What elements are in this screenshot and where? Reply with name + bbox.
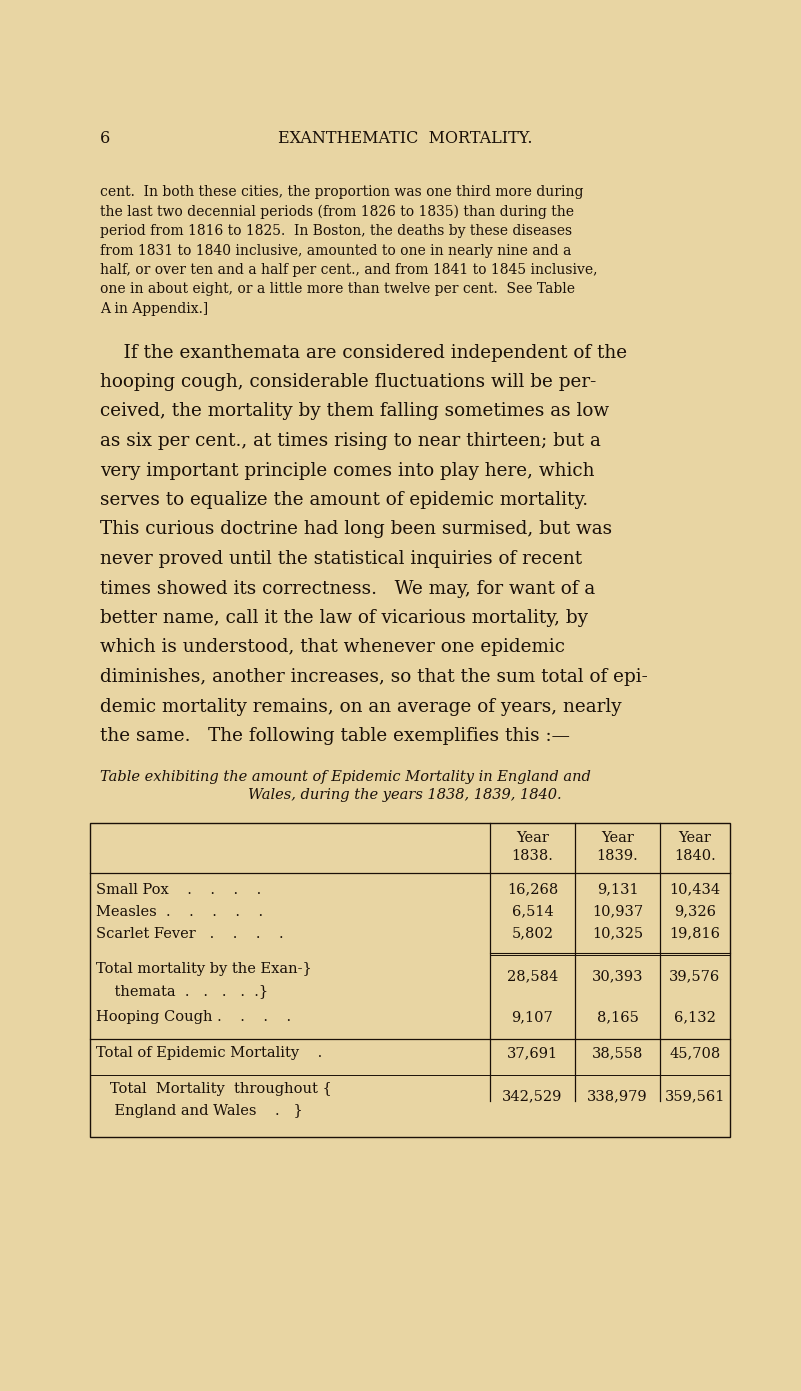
Text: Scarlet Fever   .    .    .    .: Scarlet Fever . . . . xyxy=(96,926,284,940)
Text: Year: Year xyxy=(678,830,711,844)
Text: the same.   The following table exemplifies this :—: the same. The following table exemplifie… xyxy=(100,727,570,746)
Text: period from 1816 to 1825.  In Boston, the deaths by these diseases: period from 1816 to 1825. In Boston, the… xyxy=(100,224,572,238)
Text: 39,576: 39,576 xyxy=(670,970,721,983)
Text: hooping cough, considerable fluctuations will be per-: hooping cough, considerable fluctuations… xyxy=(100,373,596,391)
Text: 28,584: 28,584 xyxy=(507,970,558,983)
Text: 9,131: 9,131 xyxy=(597,882,638,897)
Text: 8,165: 8,165 xyxy=(597,1010,638,1025)
Text: the last two decennial periods (from 1826 to 1835) than during the: the last two decennial periods (from 182… xyxy=(100,204,574,218)
Text: which is understood, that whenever one epidemic: which is understood, that whenever one e… xyxy=(100,638,565,657)
Text: 10,434: 10,434 xyxy=(670,882,721,897)
Text: A in Appendix.]: A in Appendix.] xyxy=(100,302,208,316)
Text: 38,558: 38,558 xyxy=(592,1046,643,1060)
Text: 6: 6 xyxy=(100,129,111,147)
Text: serves to equalize the amount of epidemic mortality.: serves to equalize the amount of epidemi… xyxy=(100,491,588,509)
Text: ceived, the mortality by them falling sometimes as low: ceived, the mortality by them falling so… xyxy=(100,402,609,420)
Text: 9,326: 9,326 xyxy=(674,904,716,918)
Text: times showed its correctness.   We may, for want of a: times showed its correctness. We may, fo… xyxy=(100,580,595,598)
Text: Measles  .    .    .    .    .: Measles . . . . . xyxy=(96,904,263,918)
Text: very important principle comes into play here, which: very important principle comes into play… xyxy=(100,462,594,480)
Text: Wales, during the years 1838, 1839, 1840.: Wales, during the years 1838, 1839, 1840… xyxy=(248,789,562,803)
Text: as six per cent., at times rising to near thirteen; but a: as six per cent., at times rising to nea… xyxy=(100,433,601,451)
Text: 37,691: 37,691 xyxy=(507,1046,558,1060)
Text: 1840.: 1840. xyxy=(674,849,716,862)
Text: from 1831 to 1840 inclusive, amounted to one in nearly nine and a: from 1831 to 1840 inclusive, amounted to… xyxy=(100,243,571,257)
Text: 342,529: 342,529 xyxy=(502,1089,562,1103)
Text: Year: Year xyxy=(516,830,549,844)
Text: 10,937: 10,937 xyxy=(592,904,643,918)
Bar xyxy=(90,822,730,1136)
Text: one in about eight, or a little more than twelve per cent.  See Table: one in about eight, or a little more tha… xyxy=(100,282,575,296)
Text: cent.  In both these cities, the proportion was one third more during: cent. In both these cities, the proporti… xyxy=(100,185,583,199)
Text: England and Wales    .   }: England and Wales . } xyxy=(96,1104,303,1118)
Text: Total  Mortality  throughout {: Total Mortality throughout { xyxy=(96,1082,332,1096)
Text: 45,708: 45,708 xyxy=(670,1046,721,1060)
Text: demic mortality remains, on an average of years, nearly: demic mortality remains, on an average o… xyxy=(100,697,622,715)
Text: diminishes, another increases, so that the sum total of epi-: diminishes, another increases, so that t… xyxy=(100,668,648,686)
Text: Total mortality by the Exan-}: Total mortality by the Exan-} xyxy=(96,963,312,976)
Text: 338,979: 338,979 xyxy=(587,1089,648,1103)
Text: 6,514: 6,514 xyxy=(512,904,553,918)
Text: 19,816: 19,816 xyxy=(670,926,721,940)
Text: If the exanthemata are considered independent of the: If the exanthemata are considered indepe… xyxy=(100,344,627,362)
Text: 5,802: 5,802 xyxy=(512,926,553,940)
Text: 30,393: 30,393 xyxy=(592,970,643,983)
Text: Small Pox    .    .    .    .: Small Pox . . . . xyxy=(96,882,261,897)
Text: EXANTHEMATIC  MORTALITY.: EXANTHEMATIC MORTALITY. xyxy=(278,129,532,147)
Text: 359,561: 359,561 xyxy=(665,1089,725,1103)
Text: 1839.: 1839. xyxy=(597,849,638,862)
Text: This curious doctrine had long been surmised, but was: This curious doctrine had long been surm… xyxy=(100,520,612,538)
Text: 6,132: 6,132 xyxy=(674,1010,716,1025)
Text: half, or over ten and a half per cent., and from 1841 to 1845 inclusive,: half, or over ten and a half per cent., … xyxy=(100,263,598,277)
Text: better name, call it the law of vicarious mortality, by: better name, call it the law of vicariou… xyxy=(100,609,588,627)
Text: 1838.: 1838. xyxy=(512,849,553,862)
Text: 9,107: 9,107 xyxy=(512,1010,553,1025)
Text: themata  .   .   .   .  .}: themata . . . . .} xyxy=(96,985,268,999)
Text: never proved until the statistical inquiries of recent: never proved until the statistical inqui… xyxy=(100,549,582,568)
Text: Table exhibiting the amount of Epidemic Mortality in England and: Table exhibiting the amount of Epidemic … xyxy=(100,771,591,785)
Text: Year: Year xyxy=(601,830,634,844)
Text: 10,325: 10,325 xyxy=(592,926,643,940)
Text: Total of Epidemic Mortality    .: Total of Epidemic Mortality . xyxy=(96,1046,322,1060)
Text: 16,268: 16,268 xyxy=(507,882,558,897)
Text: Hooping Cough .    .    .    .: Hooping Cough . . . . xyxy=(96,1010,291,1025)
